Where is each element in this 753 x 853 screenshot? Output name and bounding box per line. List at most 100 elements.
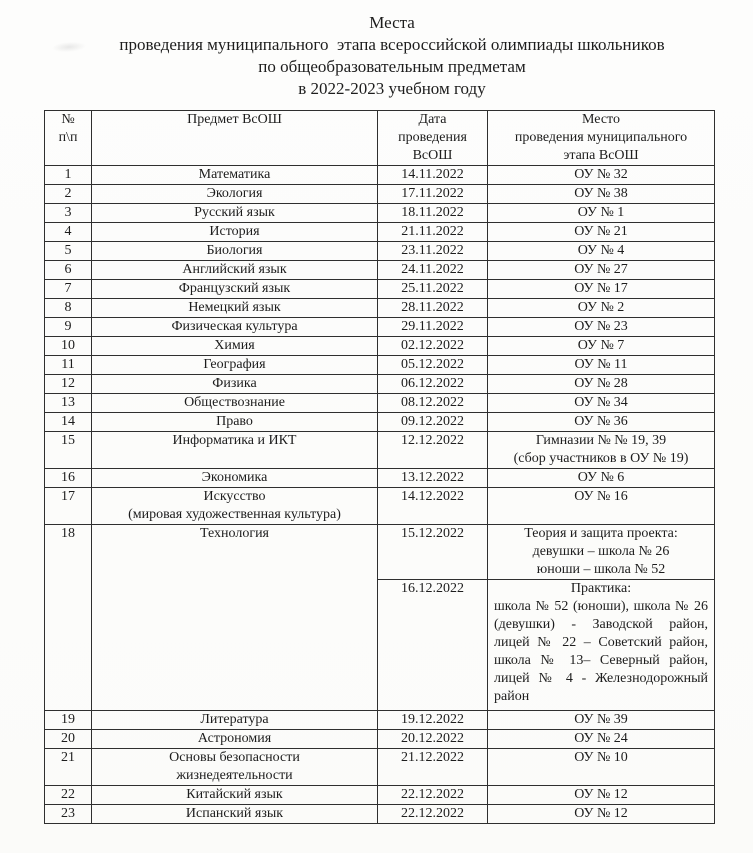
header-line: Предмет ВсОШ <box>187 112 282 127</box>
row-number-cell: 22 <box>44 785 92 805</box>
date-cell: 22.12.2022 <box>377 785 488 805</box>
cell-line: 6 <box>64 262 72 277</box>
cell-line: 21 <box>61 750 75 765</box>
cell-line: ОУ № 28 <box>574 376 628 391</box>
cell-line: Гимназии № № 19, 39 <box>535 433 667 448</box>
table-row: 7 Французский язык 25.11.2022 ОУ № 17 <box>44 279 715 299</box>
subject-cell: История <box>91 222 378 242</box>
row-number-cell: 10 <box>44 336 92 356</box>
subject-cell: Право <box>91 412 378 432</box>
table-row: 5 Биология 23.11.2022 ОУ № 4 <box>44 241 715 261</box>
cell-line: 13.12.2022 <box>401 470 464 485</box>
row-number-cell: 18 <box>44 524 92 711</box>
cell-line: 22.12.2022 <box>401 806 464 821</box>
date-cell: 22.12.2022 <box>377 804 488 824</box>
place-cell: ОУ № 28 <box>487 374 715 394</box>
date-cell: 13.12.2022 <box>377 468 488 488</box>
date-cell: 02.12.2022 <box>377 336 488 356</box>
cell-line: 21.11.2022 <box>401 224 464 239</box>
cell-line: Английский язык <box>182 262 287 277</box>
cell-line: ОУ № 32 <box>574 167 628 182</box>
place-cell: ОУ № 12 <box>487 804 715 824</box>
cell-line: 22.12.2022 <box>401 787 464 802</box>
document-content: Места проведения муниципального этапа вс… <box>44 12 716 824</box>
subject-cell: Испанский язык <box>91 804 378 824</box>
date-cell: 09.12.2022 <box>377 412 488 432</box>
cell-line: 15 <box>61 433 75 448</box>
table-row: 2 Экология 17.11.2022 ОУ № 38 <box>44 184 715 204</box>
place-cell: ОУ № 1 <box>487 203 715 223</box>
subject-cell: Математика <box>91 165 378 185</box>
subject-cell: Китайский язык <box>91 785 378 805</box>
cell-line: 09.12.2022 <box>401 414 464 429</box>
olympiad-schedule-table: № п\п Предмет ВсОШ Дата проведения ВсОШ … <box>44 110 715 824</box>
cell-line: 02.12.2022 <box>401 338 464 353</box>
title-line: проведения муниципального этапа всеросси… <box>119 35 665 54</box>
date-cell: 18.11.2022 <box>377 203 488 223</box>
date-cell: 21.11.2022 <box>377 222 488 242</box>
row-number-cell: 6 <box>44 260 92 280</box>
subject-cell: Обществознание <box>91 393 378 413</box>
place-cell: ОУ № 38 <box>487 184 715 204</box>
cell-line: Экономика <box>201 470 268 485</box>
date-cell: 29.11.2022 <box>377 317 488 337</box>
cell-line: 12.12.2022 <box>401 433 464 448</box>
row-number-cell: 19 <box>44 710 92 730</box>
table-row: 17 Искусство (мировая художественная культ… <box>44 487 715 525</box>
cell-line: 5 <box>64 243 72 258</box>
cell-line: Китайский язык <box>186 787 283 802</box>
place-cell: ОУ № 27 <box>487 260 715 280</box>
cell-line: 3 <box>64 205 72 220</box>
place-cell: ОУ № 17 <box>487 279 715 299</box>
cell-line: Химия <box>214 338 255 353</box>
cell-line: 19.12.2022 <box>401 712 464 727</box>
cell-line: 28.11.2022 <box>401 300 464 315</box>
title-line: по общеобразовательным предметам <box>258 57 526 76</box>
cell-line: 16.12.2022 <box>401 581 464 596</box>
row-number-cell: 3 <box>44 203 92 223</box>
subject-cell: Искусство (мировая художественная культур… <box>91 487 378 525</box>
cell-line: Астрономия <box>197 731 272 746</box>
table-row: 22 Китайский язык 22.12.2022 ОУ № 12 <box>44 785 715 805</box>
date-cell: 12.12.2022 <box>377 431 488 469</box>
cell-line: жизнедеятельности <box>176 768 293 783</box>
document-title: Места проведения муниципального этапа вс… <box>56 12 728 100</box>
cell-line: Литература <box>200 712 269 727</box>
date-cell: 14.11.2022 <box>377 165 488 185</box>
place-cell: ОУ № 10 <box>487 748 715 786</box>
table-row: 8 Немецкий язык 28.11.2022 ОУ № 2 <box>44 298 715 318</box>
subject-cell: Русский язык <box>91 203 378 223</box>
row-number-cell: 16 <box>44 468 92 488</box>
cell-line: Биология <box>206 243 263 258</box>
cell-line: ОУ № 12 <box>574 787 628 802</box>
cell-line: 24.11.2022 <box>401 262 464 277</box>
cell-line: 18.11.2022 <box>401 205 464 220</box>
cell-line: ОУ № 10 <box>574 750 628 765</box>
cell-line: 15.12.2022 <box>401 526 464 541</box>
header-line: этапа ВсОШ <box>563 148 639 163</box>
cell-line: 4 <box>64 224 72 239</box>
cell-line: ОУ № 2 <box>577 300 625 315</box>
cell-line: Русский язык <box>194 205 275 220</box>
row-number-cell: 14 <box>44 412 92 432</box>
cell-line: 23 <box>61 806 75 821</box>
cell-line: 1 <box>64 167 72 182</box>
cell-line: Математика <box>198 167 271 182</box>
cell-line: ОУ № 16 <box>574 489 628 504</box>
table-row: 23 Испанский язык 22.12.2022 ОУ № 12 <box>44 804 715 824</box>
subject-cell: Французский язык <box>91 279 378 299</box>
cell-line: 20.12.2022 <box>401 731 464 746</box>
place-cell: ОУ № 36 <box>487 412 715 432</box>
cell-line: ОУ № 36 <box>574 414 628 429</box>
cell-line: ОУ № 27 <box>574 262 628 277</box>
cell-line: 05.12.2022 <box>401 357 464 372</box>
cell-line: (сбор участников в ОУ № 19) <box>513 451 689 466</box>
cell-line: школа № 52 (юноши), школа № 26 (девушки)… <box>494 599 708 704</box>
cell-line: 17.11.2022 <box>401 186 464 201</box>
cell-line: 25.11.2022 <box>401 281 464 296</box>
table-header: № п\п Предмет ВсОШ Дата проведения ВсОШ … <box>44 110 715 166</box>
table-row: 15 Информатика и ИКТ 12.12.2022 Гимназии № … <box>44 431 715 469</box>
cell-line: 12 <box>61 376 75 391</box>
table-row: 19 Литература 19.12.2022 ОУ № 39 <box>44 710 715 730</box>
header-line: Место <box>582 112 620 127</box>
